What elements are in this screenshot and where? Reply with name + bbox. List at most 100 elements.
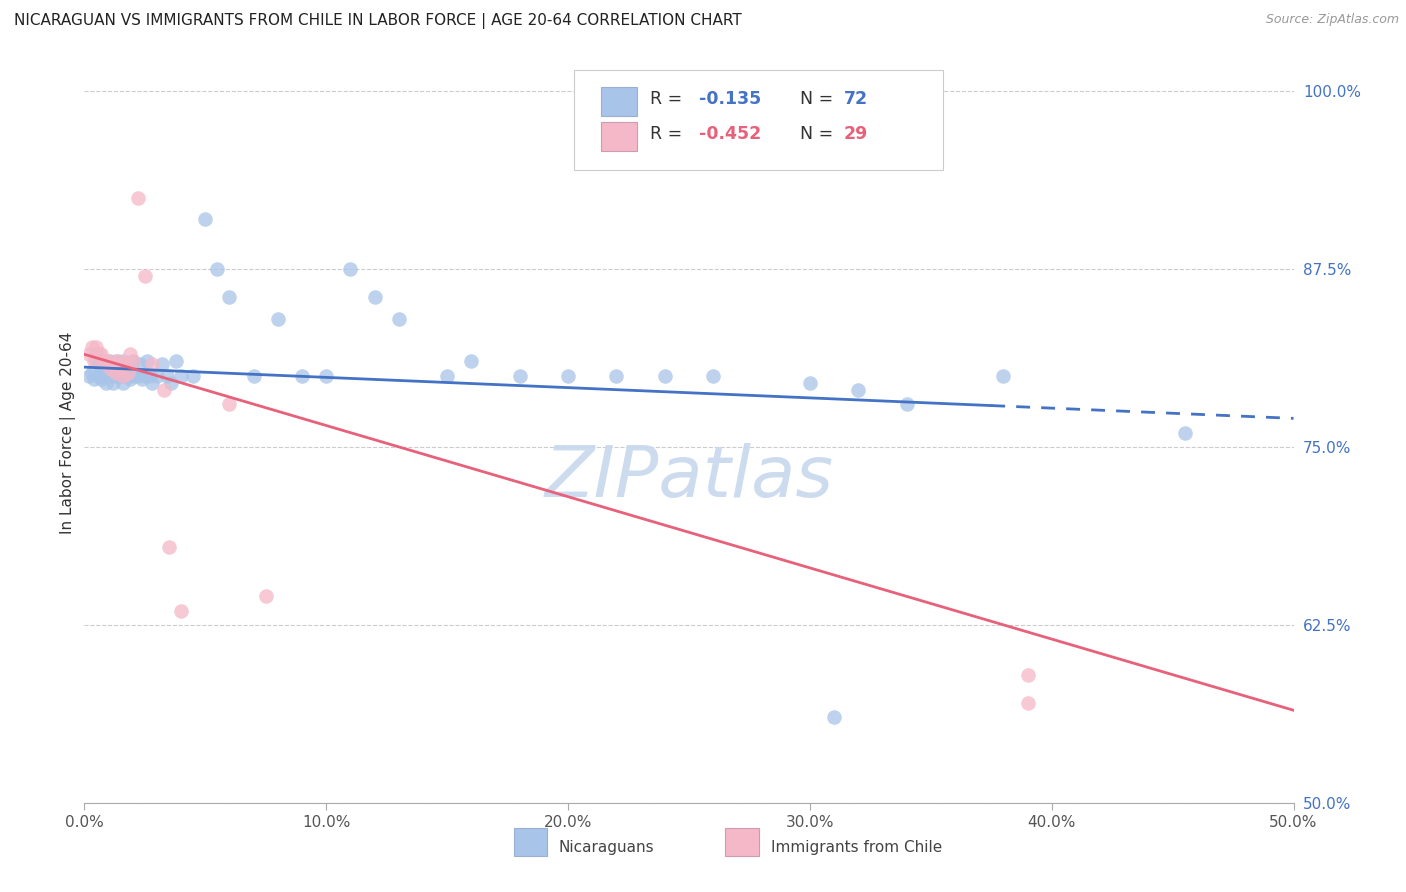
Text: Source: ZipAtlas.com: Source: ZipAtlas.com	[1265, 13, 1399, 27]
Point	[436, 368, 458, 383]
Point	[153, 383, 176, 397]
Point	[207, 261, 229, 276]
Point	[114, 357, 136, 371]
Point	[846, 383, 869, 397]
Point	[107, 357, 129, 371]
Point	[363, 290, 385, 304]
Point	[112, 354, 135, 368]
Point	[1017, 667, 1039, 681]
Point	[509, 368, 531, 383]
Point	[254, 590, 277, 604]
Text: 72: 72	[844, 90, 868, 108]
Point	[103, 376, 125, 390]
Point	[110, 361, 132, 376]
Point	[896, 397, 918, 411]
FancyBboxPatch shape	[600, 121, 637, 152]
Text: 29: 29	[844, 126, 868, 144]
Text: Immigrants from Chile: Immigrants from Chile	[770, 839, 942, 855]
Text: R =: R =	[650, 126, 688, 144]
Point	[104, 366, 127, 380]
Point	[80, 340, 103, 354]
Point	[150, 357, 173, 371]
Point	[83, 371, 105, 385]
Point	[97, 361, 120, 376]
Point	[194, 212, 217, 227]
Point	[121, 354, 143, 368]
Point	[80, 366, 103, 380]
Point	[86, 340, 108, 354]
Text: ZIPatlas: ZIPatlas	[544, 442, 834, 511]
Point	[110, 368, 132, 383]
Point	[120, 371, 142, 385]
Point	[242, 368, 264, 383]
Point	[124, 366, 146, 380]
Point	[83, 354, 105, 368]
Point	[107, 368, 129, 383]
Point	[112, 368, 135, 383]
Point	[131, 371, 153, 385]
Point	[155, 368, 177, 383]
Point	[823, 710, 845, 724]
Point	[702, 368, 724, 383]
Point	[87, 347, 110, 361]
Point	[146, 368, 169, 383]
Point	[90, 361, 112, 376]
Text: -0.135: -0.135	[699, 90, 761, 108]
Point	[77, 368, 100, 383]
Point	[97, 354, 120, 368]
FancyBboxPatch shape	[574, 70, 943, 169]
Point	[120, 347, 142, 361]
Point	[157, 540, 180, 554]
Point	[100, 368, 122, 383]
Point	[127, 191, 149, 205]
Point	[165, 354, 187, 368]
Point	[136, 354, 159, 368]
Point	[117, 368, 139, 383]
Point	[141, 357, 163, 371]
Point	[121, 354, 143, 368]
Point	[103, 368, 125, 383]
Point	[654, 368, 676, 383]
Point	[94, 376, 117, 390]
Point	[100, 357, 122, 371]
Point	[93, 354, 115, 368]
Point	[87, 357, 110, 371]
Text: N =: N =	[789, 126, 839, 144]
Point	[218, 290, 240, 304]
Point	[557, 368, 579, 383]
Point	[110, 357, 132, 371]
Point	[112, 376, 135, 390]
Point	[127, 368, 149, 383]
Point	[129, 357, 152, 371]
Point	[339, 261, 361, 276]
Point	[170, 604, 193, 618]
Point	[103, 357, 125, 371]
Point	[114, 357, 136, 371]
Point	[94, 357, 117, 371]
Point	[104, 366, 127, 380]
Point	[100, 361, 122, 376]
Text: R =: R =	[650, 90, 688, 108]
Point	[388, 311, 411, 326]
Point	[104, 354, 127, 368]
Text: Nicaraguans: Nicaraguans	[558, 839, 654, 855]
Point	[138, 368, 160, 383]
FancyBboxPatch shape	[513, 828, 547, 856]
Point	[1174, 425, 1197, 440]
Point	[170, 368, 193, 383]
Point	[97, 354, 120, 368]
Point	[117, 361, 139, 376]
Point	[93, 354, 115, 368]
Point	[134, 268, 156, 283]
Point	[94, 368, 117, 383]
Point	[93, 368, 115, 383]
Point	[1017, 696, 1039, 710]
Text: -0.452: -0.452	[699, 126, 761, 144]
Point	[114, 368, 136, 383]
Point	[460, 354, 482, 368]
Point	[267, 311, 290, 326]
Point	[605, 368, 627, 383]
Point	[86, 354, 108, 368]
Point	[160, 376, 183, 390]
Y-axis label: In Labor Force | Age 20-64: In Labor Force | Age 20-64	[60, 332, 76, 533]
